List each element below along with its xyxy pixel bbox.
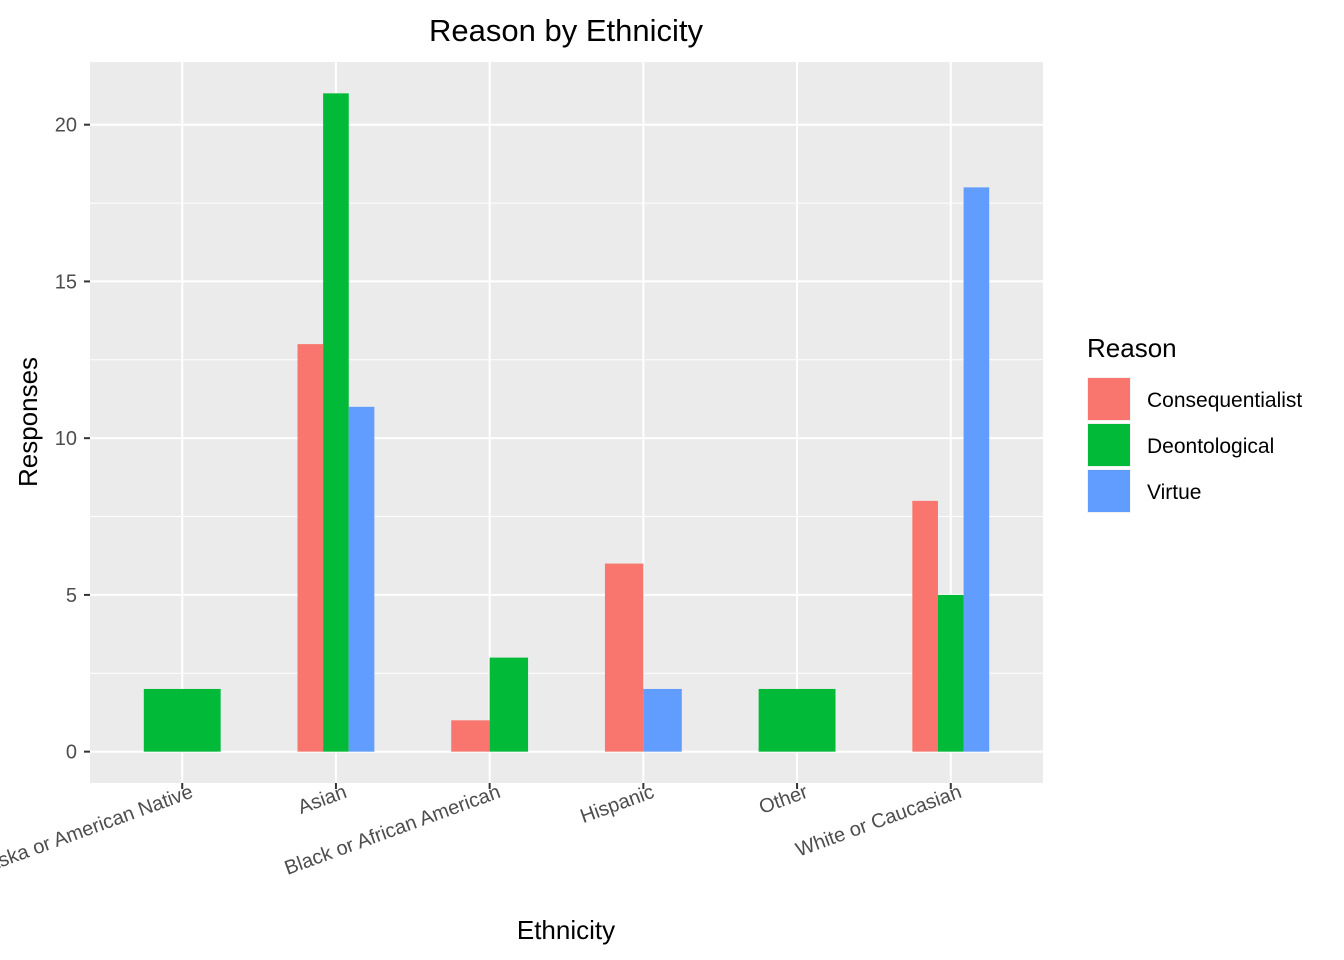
legend-key-deontological [1088, 424, 1130, 466]
y-tick-label: 5 [66, 585, 77, 607]
legend-key-virtue [1088, 470, 1130, 512]
chart-title: Reason by Ethnicity [429, 13, 703, 48]
y-axis-title: Responses [13, 357, 43, 487]
bar-deontological [758, 688, 836, 752]
x-tick-label: Alaska or American Native [0, 781, 196, 882]
y-axis: 0 5 10 15 20 [55, 115, 90, 764]
bars [143, 93, 990, 752]
plot-panel [90, 62, 1043, 783]
y-tick-label: 0 [66, 742, 77, 764]
y-tick-label: 20 [55, 115, 77, 137]
bar-virtue [643, 688, 682, 752]
bar-consequentialist [604, 563, 644, 752]
bar-deontological [143, 688, 221, 752]
legend-title: Reason [1087, 333, 1177, 363]
bar-deontological [937, 594, 964, 752]
legend-label: Virtue [1147, 481, 1201, 504]
x-tick-label: White or Caucasian [793, 781, 965, 861]
legend-label: Deontological [1147, 435, 1274, 458]
legend-label: Consequentialist [1147, 389, 1302, 412]
bar-consequentialist [912, 500, 938, 752]
y-tick-label: 10 [55, 428, 77, 450]
y-tick-label: 15 [55, 271, 77, 293]
bar-virtue [348, 406, 375, 752]
grid-minor [90, 202, 1043, 674]
bar-deontological [323, 93, 349, 752]
legend-key-consequentialist [1088, 378, 1130, 420]
x-axis-title: Ethnicity [517, 915, 615, 945]
x-tick-label: Other [756, 781, 811, 819]
bar-deontological [489, 657, 529, 752]
x-tick-label: Asian [295, 781, 350, 819]
bar-virtue [963, 187, 990, 752]
legend: Reason Consequentialist Deontological Virt… [1087, 333, 1302, 513]
bar-consequentialist [451, 720, 490, 752]
bar-consequentialist [297, 344, 324, 752]
x-tick-label: Hispanic [577, 781, 657, 828]
